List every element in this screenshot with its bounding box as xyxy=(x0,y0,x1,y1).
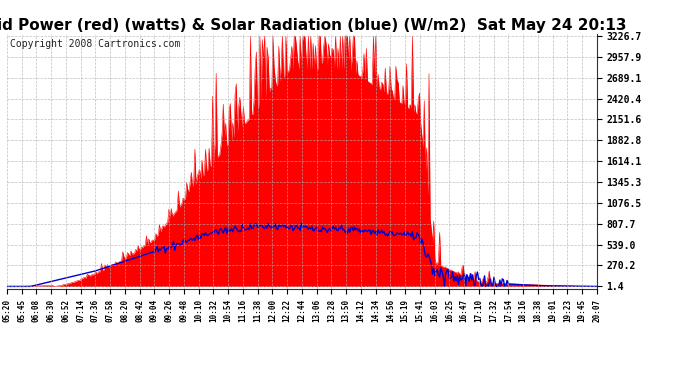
Title: Grid Power (red) (watts) & Solar Radiation (blue) (W/m2)  Sat May 24 20:13: Grid Power (red) (watts) & Solar Radiati… xyxy=(0,18,627,33)
Text: Copyright 2008 Cartronics.com: Copyright 2008 Cartronics.com xyxy=(10,39,180,49)
